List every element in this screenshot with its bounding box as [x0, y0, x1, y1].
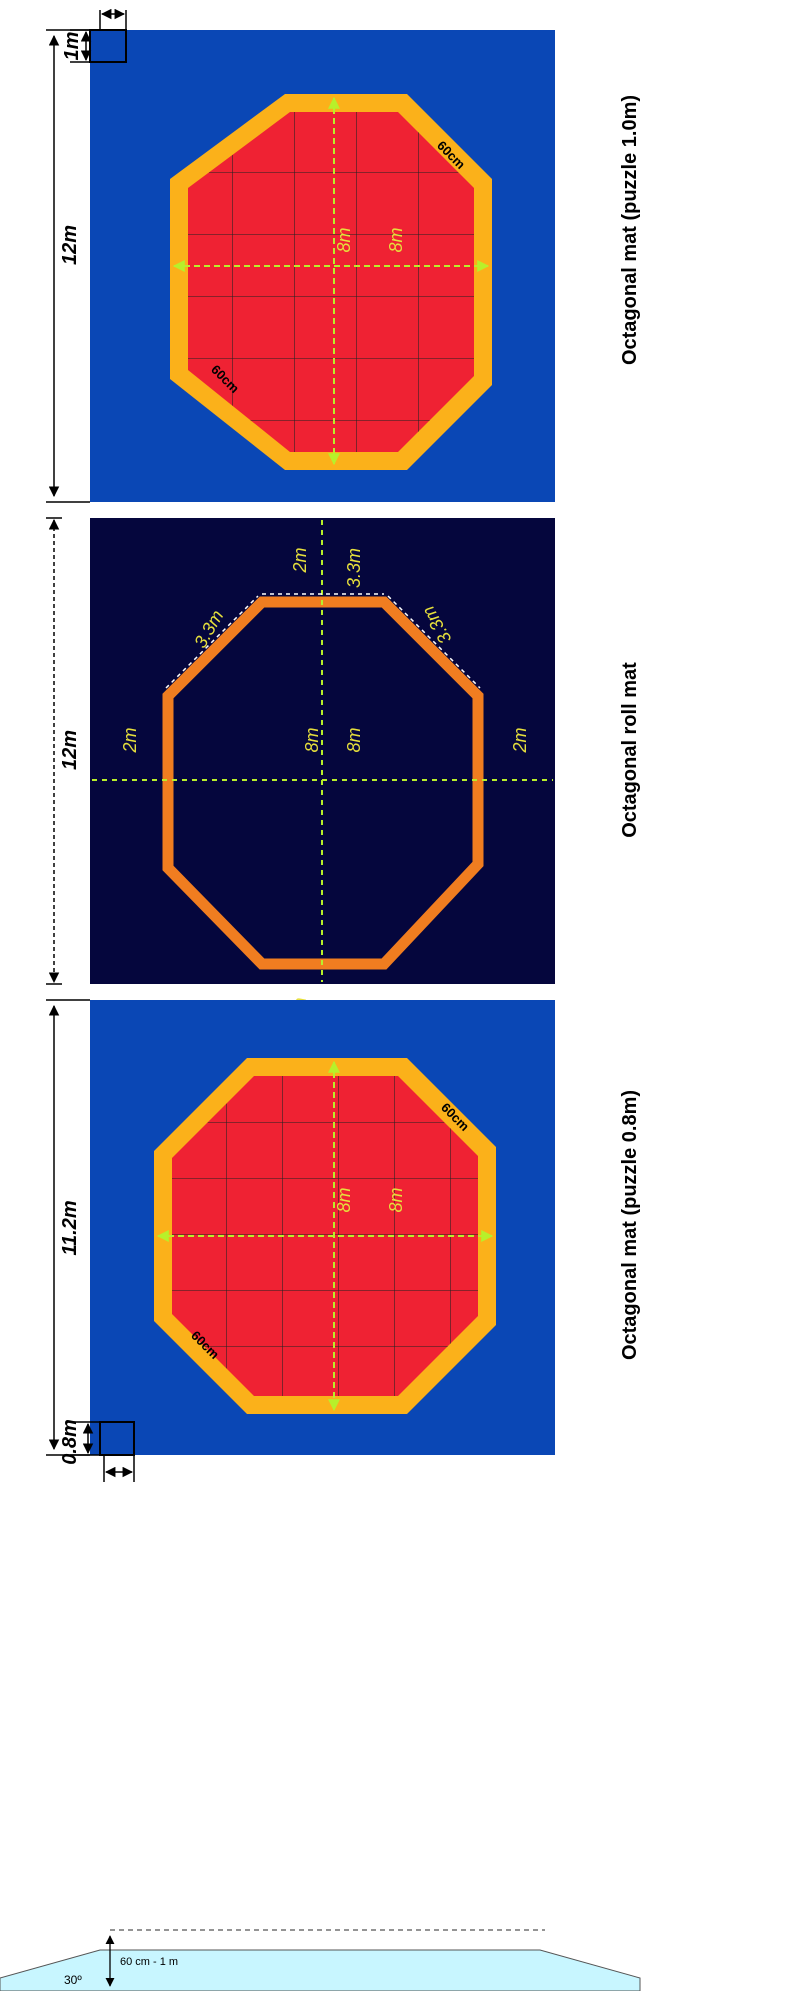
bottom-diagonal-label-2: 8m [386, 1187, 406, 1212]
middle-side-line-right [387, 595, 481, 689]
top-caption: Octagonal mat (puzzle 1.0m) [619, 95, 641, 365]
side-view-angle-label: 30º [64, 1973, 82, 1987]
middle-octagon-outline [162, 596, 484, 970]
bottom-diagonal-label-1: 8m [334, 1187, 354, 1212]
middle-diagonal-label-1: 8m [302, 727, 322, 752]
middle-roll-panel: 2m 2m 2m 2m 2m 8m 8m 3.3m 3.3m 3.3m 12m … [46, 517, 641, 1024]
top-octagon-grid [188, 112, 474, 452]
bottom-tile-dimension-label: 0.8m [59, 1419, 81, 1465]
bottom-tile-indicator [99, 1421, 135, 1456]
middle-margin-label-left: 2m [120, 727, 140, 753]
side-view-height-label: 60 cm - 1 m [120, 1956, 178, 1968]
side-view-profile: 30º 60 cm - 1 m [0, 1929, 641, 1992]
middle-side-label-top: 3.3m [344, 548, 364, 588]
top-tile-dimension-label: 1m [61, 32, 83, 61]
bottom-mat-panel: 8m 8m 60cm 60cm 11.2m 0.8m Octagonal mat… [46, 999, 641, 1482]
middle-overall-dimension-label: 12m [59, 730, 81, 770]
bottom-caption: Octagonal mat (puzzle 0.8m) [619, 1090, 641, 1360]
middle-side-line-left [165, 595, 259, 689]
side-view-wedge [0, 1949, 641, 1992]
middle-diagonal-label-2: 8m [344, 727, 364, 752]
top-diagonal-label-2: 8m [386, 227, 406, 252]
middle-margin-label-top: 2m [290, 547, 310, 573]
bottom-overall-dimension-label: 11.2m [59, 1200, 81, 1255]
middle-margin-label-right: 2m [510, 727, 530, 753]
top-overall-dimension-label: 12m [59, 225, 81, 265]
top-diagonal-label-1: 8m [334, 227, 354, 252]
top-mat-panel: 8m 8m 60cm 60cm 12m 1m Octagonal mat (pu… [46, 8, 641, 503]
middle-caption: Octagonal roll mat [619, 662, 641, 838]
